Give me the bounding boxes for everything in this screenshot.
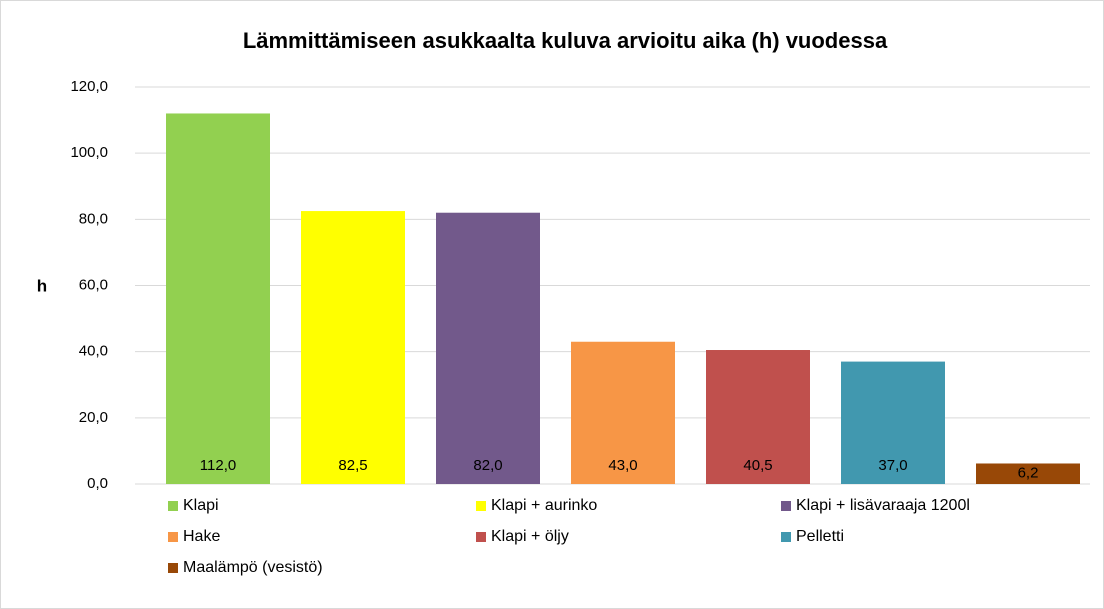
legend-label: Maalämpö (vesistö) xyxy=(183,559,323,576)
legend-label: Klapi + aurinko xyxy=(491,497,597,514)
bar xyxy=(841,361,945,484)
y-tick-label: 120,0 xyxy=(70,78,108,95)
data-label: 40,5 xyxy=(743,457,772,474)
y-tick-label: 0,0 xyxy=(87,475,108,492)
legend-label: Klapi + lisävaraaja 1200l xyxy=(796,497,970,514)
y-tick-label: 40,0 xyxy=(79,343,108,360)
bar xyxy=(976,463,1080,484)
data-label: 6,2 xyxy=(1018,465,1039,482)
legend-swatch xyxy=(168,563,178,573)
data-label: 82,5 xyxy=(338,457,367,474)
bar xyxy=(706,350,810,484)
legend-label: Klapi + öljy xyxy=(491,528,569,545)
legend-swatch xyxy=(168,501,178,511)
y-axis-title: h xyxy=(37,276,47,295)
legend-swatch xyxy=(476,532,486,542)
bar xyxy=(436,212,540,484)
bar xyxy=(301,211,405,484)
legend-swatch xyxy=(781,532,791,542)
bar xyxy=(571,341,675,484)
chart-title: Lämmittämiseen asukkaalta kuluva arvioit… xyxy=(243,28,888,53)
legend-swatch xyxy=(781,501,791,511)
legend-swatch xyxy=(476,501,486,511)
y-tick-label: 20,0 xyxy=(79,409,108,426)
y-tick-label: 60,0 xyxy=(79,276,108,293)
legend-label: Pelletti xyxy=(796,528,844,545)
data-label: 112,0 xyxy=(200,457,236,474)
bar xyxy=(166,113,270,484)
y-tick-label: 100,0 xyxy=(70,144,108,161)
legend-swatch xyxy=(168,532,178,542)
y-tick-label: 80,0 xyxy=(79,210,108,227)
data-label: 82,0 xyxy=(473,457,502,474)
legend-label: Klapi xyxy=(183,497,219,514)
legend-label: Hake xyxy=(183,528,220,545)
data-label: 37,0 xyxy=(878,457,907,474)
data-label: 43,0 xyxy=(608,457,637,474)
